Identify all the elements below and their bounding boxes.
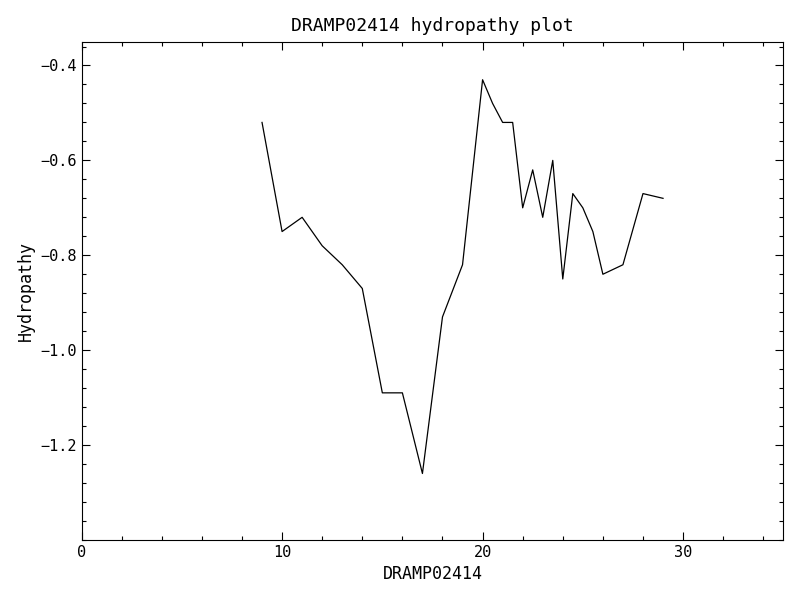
- Y-axis label: Hydropathy: Hydropathy: [17, 241, 34, 341]
- Title: DRAMP02414 hydropathy plot: DRAMP02414 hydropathy plot: [291, 17, 574, 35]
- X-axis label: DRAMP02414: DRAMP02414: [382, 565, 482, 583]
